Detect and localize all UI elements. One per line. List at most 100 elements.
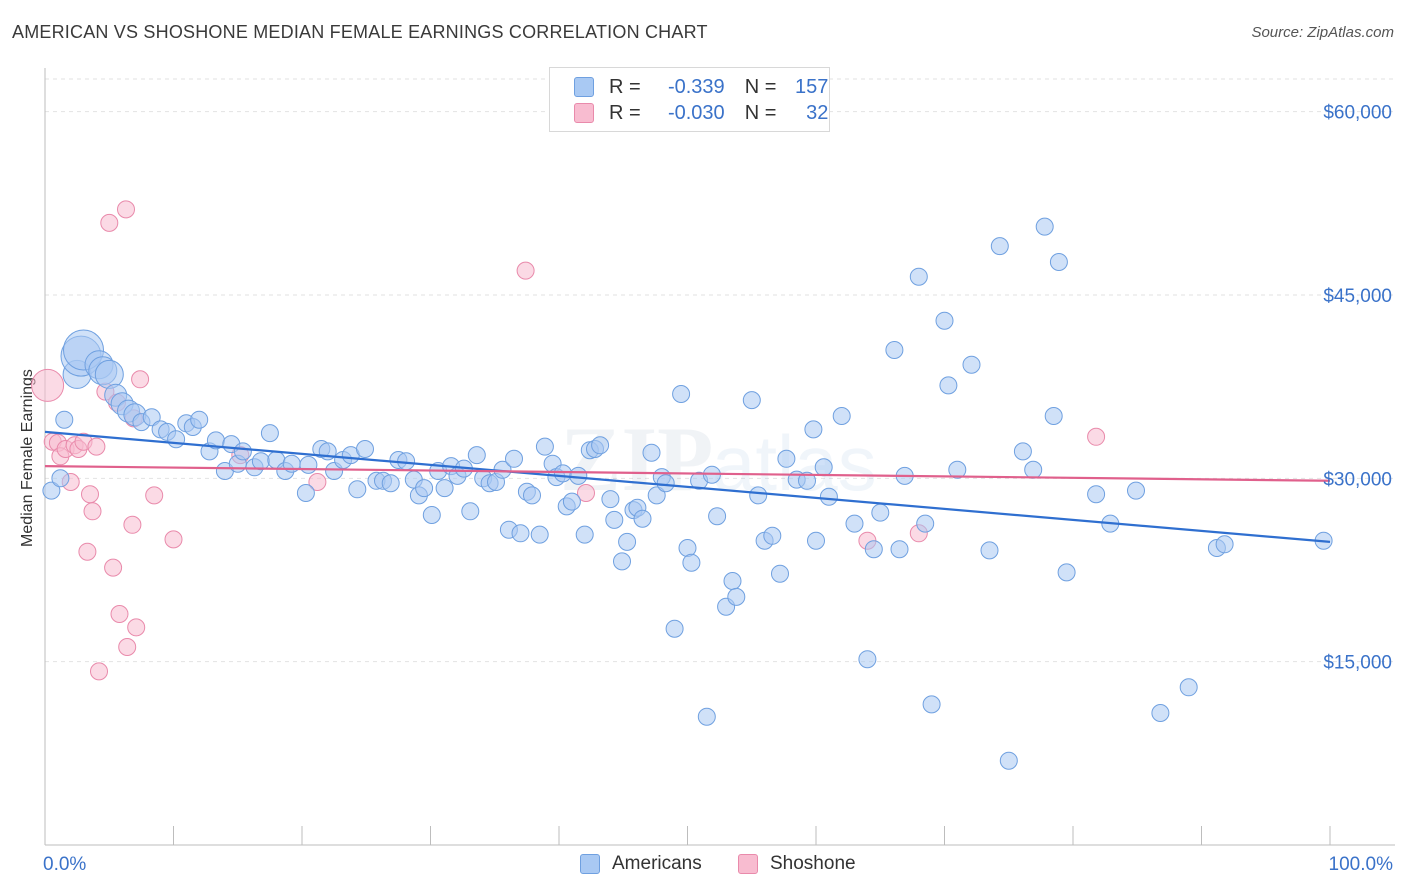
americans-point (647, 486, 666, 505)
americans-point (260, 424, 279, 443)
americans-point (1179, 678, 1198, 697)
americans-point (1024, 460, 1043, 479)
americans-point (1044, 407, 1063, 425)
americans-point (633, 509, 652, 528)
watermark: ZIP atlas (560, 408, 877, 510)
americans-points (42, 217, 1333, 770)
americans-point (530, 525, 549, 544)
axes (44, 68, 1395, 846)
y-tick-label: $60,000 (1323, 103, 1392, 124)
americans-point (656, 474, 675, 493)
americans-point (167, 430, 186, 449)
svg-text:atlas: atlas (712, 419, 877, 507)
americans-point (909, 267, 928, 286)
legend-row-americans: R = -0.339 N = 157 (574, 75, 828, 99)
americans-point (233, 442, 252, 461)
y-tick-label: $30,000 (1323, 469, 1392, 490)
americans-point (613, 552, 631, 571)
americans-point (511, 524, 530, 543)
tick-labels: $15,000 $30,000 $45,000 $60,000 0.0% 100.0% (43, 103, 1393, 875)
gridlines (45, 78, 1395, 663)
americans-point (190, 410, 209, 429)
americans-point (708, 507, 727, 526)
y-tick-label: $45,000 (1323, 286, 1392, 307)
americans-point (814, 458, 833, 477)
n-label: N = (744, 101, 777, 124)
americans-point (251, 452, 270, 471)
americans-point (665, 619, 684, 638)
shoshone-point (78, 542, 97, 561)
americans-point (553, 464, 572, 483)
americans-point (299, 455, 318, 474)
legend-label: Shoshone (770, 853, 856, 874)
legend-item-shoshone[interactable]: Shoshone (738, 852, 856, 876)
americans-point (890, 540, 909, 559)
americans-point (777, 449, 796, 468)
shoshone-swatch (574, 103, 594, 123)
americans-point (415, 479, 434, 498)
y-tick-label: $15,000 (1323, 653, 1392, 674)
americans-point (605, 510, 624, 529)
americans-point (798, 471, 816, 490)
americans-point (94, 359, 124, 389)
americans-point (749, 486, 768, 505)
americans-point (697, 707, 716, 726)
shoshone-point (145, 486, 164, 505)
shoshone-point (87, 437, 106, 456)
r-value: -0.339 (667, 75, 725, 98)
americans-point (723, 572, 742, 590)
americans-point (871, 503, 890, 522)
americans-point (922, 695, 941, 714)
americans-point (990, 237, 1009, 256)
shoshone-trend-line (44, 465, 1331, 482)
americans-point (348, 480, 367, 499)
americans-point (771, 564, 789, 583)
americans-point (832, 407, 851, 425)
americans-point (1151, 704, 1170, 722)
trend-lines (44, 430, 1331, 543)
americans-point (1127, 481, 1145, 500)
shoshone-point (516, 261, 535, 280)
americans-point (916, 514, 935, 533)
americans-swatch (580, 854, 600, 874)
americans-point (727, 587, 746, 606)
americans-point (980, 541, 999, 560)
americans-point (935, 311, 954, 330)
americans-trend-line (44, 430, 1331, 543)
americans-point (505, 449, 523, 468)
americans-point (591, 436, 610, 455)
americans-point (642, 443, 661, 462)
shoshone-swatch (738, 854, 758, 874)
shoshone-point (81, 485, 99, 504)
americans-point (435, 479, 454, 498)
n-label: N = (744, 75, 777, 98)
legend-label: Americans (612, 853, 702, 874)
americans-point (1215, 535, 1234, 554)
shoshone-point (1087, 427, 1106, 446)
americans-point (948, 460, 967, 479)
americans-point (618, 532, 637, 551)
americans-point (845, 514, 864, 533)
shoshone-point (117, 200, 135, 219)
americans-point (523, 486, 541, 505)
americans-point (819, 487, 838, 506)
r-label: R = (609, 101, 641, 124)
americans-point (1049, 253, 1068, 271)
legend-item-americans[interactable]: Americans (580, 852, 702, 876)
americans-point (356, 440, 374, 458)
americans-point (682, 553, 701, 572)
shoshone-point (308, 473, 327, 491)
americans-point (858, 650, 877, 669)
shoshone-point (90, 662, 108, 681)
americans-point (1035, 217, 1054, 236)
x-tick-label: 0.0% (43, 854, 86, 875)
chart-title: AMERICAN VS SHOSHONE MEDIAN FEMALE EARNI… (12, 22, 708, 42)
shoshone-point (131, 370, 150, 389)
americans-point (1013, 442, 1032, 461)
americans-point (535, 437, 554, 456)
americans-point (672, 385, 691, 403)
americans-point (962, 355, 981, 374)
shoshone-point (127, 618, 146, 637)
americans-point (569, 466, 588, 485)
